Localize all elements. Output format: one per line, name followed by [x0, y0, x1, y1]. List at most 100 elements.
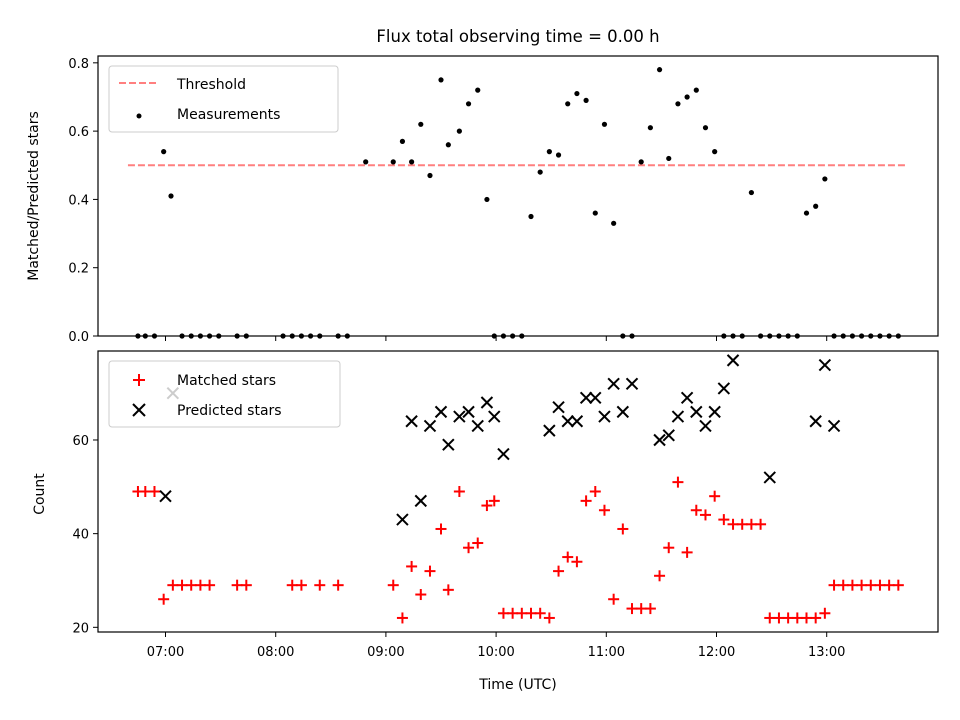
predicted-star-marker-b — [488, 410, 501, 423]
legend-matched-swatch — [133, 374, 145, 386]
legend-measurements-label: Measurements — [177, 107, 280, 123]
predicted-star-marker-b — [462, 405, 475, 419]
measurement-point — [484, 196, 490, 203]
matched-star-marker — [488, 495, 500, 507]
matched-star-marker — [387, 579, 399, 591]
predicted-star-marker-b — [726, 354, 740, 367]
measurement-point — [702, 125, 709, 131]
matched-star-marker — [589, 486, 601, 497]
predicted-star-marker — [480, 396, 494, 409]
predicted-star-marker-b — [616, 405, 630, 419]
measurement-point — [537, 169, 543, 175]
predicted-star-marker — [442, 438, 455, 451]
matched-star-marker — [773, 612, 785, 624]
matched-star-marker — [681, 546, 693, 558]
matched-star-marker — [194, 579, 206, 591]
predicted-star-marker — [589, 391, 602, 405]
measurement-point — [813, 203, 819, 209]
matched-star-marker — [709, 490, 721, 502]
matched-star-marker — [736, 518, 748, 530]
measurement-point — [418, 121, 424, 127]
measurement-point — [583, 97, 589, 103]
measurement-point — [390, 159, 396, 165]
matched-star-marker — [148, 486, 160, 497]
matched-star-marker — [663, 542, 675, 554]
predicted-star-marker — [809, 415, 822, 428]
predicted-star-marker — [827, 419, 841, 433]
matched-star-marker — [204, 579, 216, 591]
measurement-point — [168, 193, 174, 199]
chart-title: Flux total observing time = 0.00 h — [376, 27, 659, 46]
ratio-y-axis-label: Matched/Predicted stars — [26, 111, 42, 281]
matched-star-marker — [543, 612, 555, 624]
predicted-star-marker-b — [471, 419, 484, 433]
predicted-star-marker-b — [543, 424, 556, 437]
measurement-point — [592, 210, 598, 216]
measurement-point — [666, 155, 672, 162]
predicted-star-marker-b — [561, 415, 574, 428]
measurement-point — [712, 149, 718, 155]
matched-star-marker — [782, 612, 794, 624]
legend-matched-label: Matched stars — [177, 373, 276, 389]
measurement-point — [748, 189, 754, 196]
predicted-star-marker — [453, 410, 466, 423]
predicted-star-marker-b — [442, 438, 455, 451]
ratio-y-tick-label: 0.6 — [68, 125, 89, 140]
matched-star-marker — [240, 579, 252, 591]
legend-threshold-label: Threshold — [176, 77, 246, 93]
predicted-star-marker-b — [598, 410, 611, 423]
matched-star-marker — [442, 584, 454, 596]
matched-star-marker — [139, 486, 151, 497]
matched-star-marker — [626, 603, 638, 615]
predicted-star-marker — [570, 415, 584, 428]
predicted-star-marker — [396, 513, 409, 526]
predicted-star-marker — [434, 405, 448, 419]
predicted-star-marker-b — [607, 377, 620, 390]
matched-star-marker — [598, 504, 610, 516]
predicted-star-marker — [423, 419, 437, 433]
measurement-point — [465, 101, 472, 107]
matched-star-marker — [892, 579, 904, 591]
predicted-star-marker — [616, 405, 630, 419]
predicted-star-marker — [414, 494, 428, 508]
measurement-point — [438, 77, 444, 83]
matched-star-marker — [745, 518, 757, 530]
measurement-point — [399, 138, 406, 144]
matched-star-marker — [764, 612, 776, 624]
matched-star-marker — [332, 579, 344, 591]
measurement-point — [675, 101, 681, 107]
matched-star-marker — [874, 579, 886, 591]
matched-star-marker — [463, 542, 475, 554]
measurement-point — [647, 125, 653, 131]
matched-star-marker — [828, 579, 840, 591]
predicted-star-marker-b — [570, 415, 584, 428]
measurement-point — [656, 67, 663, 73]
measurement-point — [601, 121, 608, 127]
ratio-panel-frame — [97, 55, 939, 337]
x-tick-label: 11:00 — [588, 645, 625, 660]
ratio-y-tick-label: 0.4 — [68, 193, 89, 208]
measurement-point — [638, 159, 644, 165]
legend-predicted-label: Predicted stars — [177, 403, 282, 419]
predicted-star-marker-b — [662, 429, 675, 442]
matched-star-marker — [295, 579, 307, 591]
matched-star-marker — [800, 612, 812, 624]
measurement-point — [693, 87, 699, 93]
predicted-star-marker-b — [827, 419, 841, 433]
predicted-star-marker-b — [480, 396, 494, 409]
matched-star-marker — [810, 612, 822, 624]
predicted-star-marker-b — [414, 494, 428, 508]
predicted-star-marker-b — [423, 419, 437, 433]
measurement-point — [161, 149, 167, 155]
predicted-star-marker — [561, 415, 574, 428]
predicted-star-marker-b — [434, 405, 448, 419]
predicted-star-marker — [662, 429, 675, 442]
matched-star-marker — [883, 579, 895, 591]
predicted-star-marker-b — [589, 391, 602, 405]
legend-measurements-swatch — [136, 113, 142, 119]
predicted-star-marker-b — [552, 400, 565, 414]
count-y-axis-label: Count — [32, 473, 48, 515]
ratio-y-tick-label: 0.8 — [68, 57, 89, 72]
matched-star-marker — [167, 579, 179, 591]
predicted-star-marker — [607, 377, 620, 390]
